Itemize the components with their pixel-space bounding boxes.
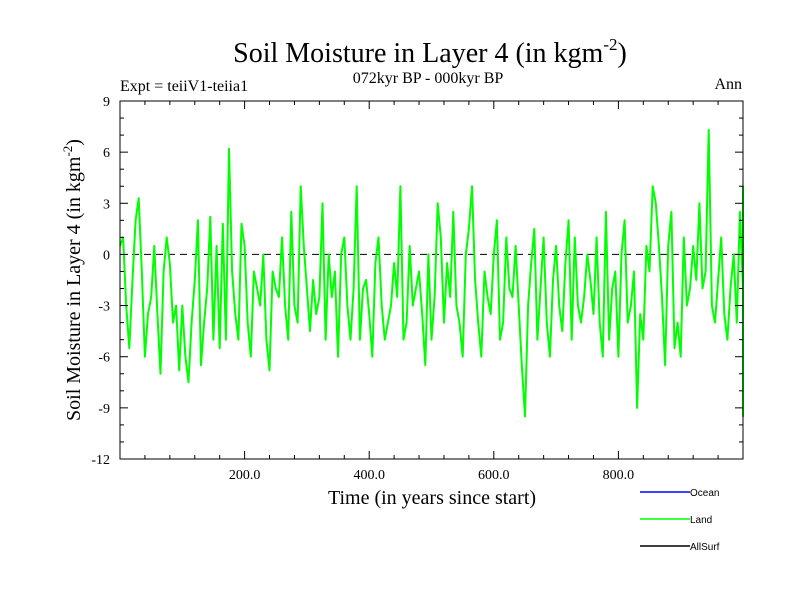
- y-axis-label: Soil Moisture in Layer 4 (in kgm-2): [60, 139, 85, 421]
- legend-label-land: Land: [690, 515, 712, 526]
- x-tick-label: 200.0: [229, 468, 261, 483]
- series-line-land: [119, 129, 744, 418]
- legend-label-ocean: Ocean: [690, 488, 719, 499]
- y-tick-label: 3: [103, 197, 110, 212]
- legend-label-allsurf: AllSurf: [690, 542, 720, 553]
- y-tick-label: 6: [103, 146, 110, 161]
- period-label: Ann: [714, 76, 742, 93]
- x-axis-label: Time (in years since start): [328, 487, 536, 509]
- axes-layer: [119, 100, 744, 460]
- y-tick-label: -9: [98, 402, 110, 417]
- chart-title: Soil Moisture in Layer 4 (in kgm-2): [233, 35, 627, 69]
- expt-label: Expt = teiiV1-teiia1: [120, 78, 248, 95]
- x-tick-label: 800.0: [603, 468, 635, 483]
- ticks-layer: 9 6 3 0 -3 -6 -9 -12 200.0 400.0 600.0 800.0: [91, 95, 743, 483]
- plot-frame: [119, 100, 744, 460]
- y-tick-label: 0: [103, 248, 110, 263]
- y-tick-label: 9: [103, 95, 110, 110]
- y-tick-label: -12: [91, 453, 110, 468]
- y-tick-label: -3: [98, 300, 110, 315]
- series-layer: [119, 129, 744, 418]
- legend: Ocean Land AllSurf: [640, 488, 720, 553]
- x-tick-label: 600.0: [478, 468, 510, 483]
- y-tick-label: -6: [98, 351, 110, 366]
- x-tick-label: 400.0: [353, 468, 385, 483]
- chart-subtitle: 072kyr BP - 000kyr BP: [353, 70, 504, 87]
